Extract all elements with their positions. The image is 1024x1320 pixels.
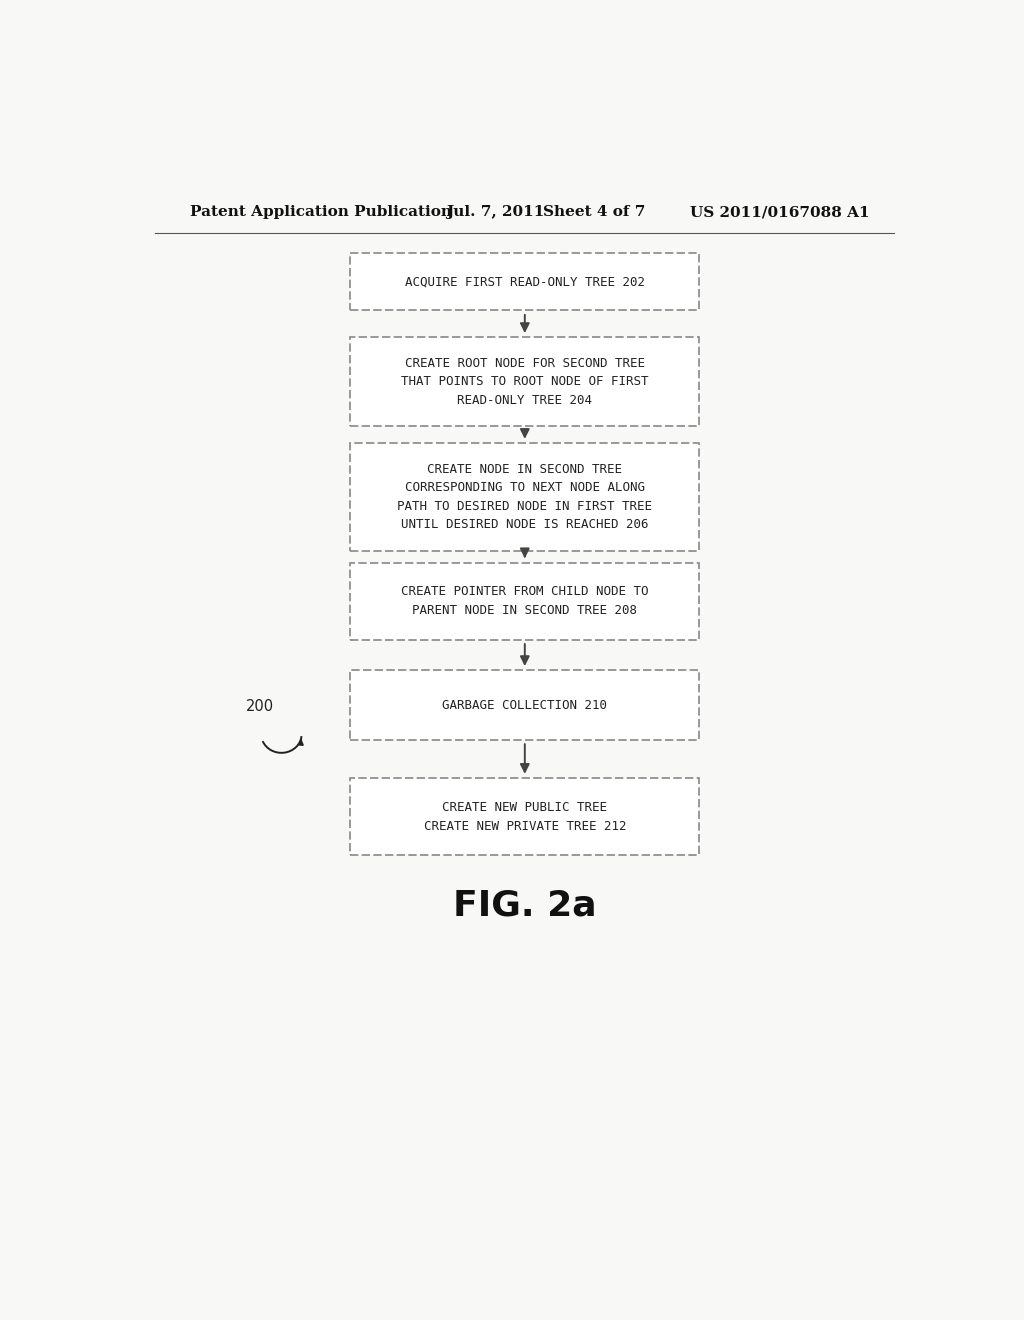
Text: CREATE POINTER FROM CHILD NODE TO
PARENT NODE IN SECOND TREE 208: CREATE POINTER FROM CHILD NODE TO PARENT… [401, 585, 648, 616]
Bar [350, 252, 699, 310]
Bar [350, 338, 699, 426]
Text: US 2011/0167088 A1: US 2011/0167088 A1 [690, 206, 869, 219]
Text: ACQUIRE FIRST READ-ONLY TREE 202: ACQUIRE FIRST READ-ONLY TREE 202 [404, 275, 645, 288]
Text: CREATE ROOT NODE FOR SECOND TREE
THAT POINTS TO ROOT NODE OF FIRST
READ-ONLY TRE: CREATE ROOT NODE FOR SECOND TREE THAT PO… [401, 356, 648, 407]
Text: GARBAGE COLLECTION 210: GARBAGE COLLECTION 210 [442, 698, 607, 711]
Text: Jul. 7, 2011: Jul. 7, 2011 [445, 206, 544, 219]
Text: CREATE NODE IN SECOND TREE
CORRESPONDING TO NEXT NODE ALONG
PATH TO DESIRED NODE: CREATE NODE IN SECOND TREE CORRESPONDING… [397, 463, 652, 532]
Text: CREATE NEW PUBLIC TREE
CREATE NEW PRIVATE TREE 212: CREATE NEW PUBLIC TREE CREATE NEW PRIVAT… [424, 801, 626, 833]
Bar [350, 444, 699, 552]
Text: 200: 200 [246, 700, 273, 714]
Bar [350, 671, 699, 739]
Bar [350, 562, 699, 640]
Text: Patent Application Publication: Patent Application Publication [190, 206, 452, 219]
Text: Sheet 4 of 7: Sheet 4 of 7 [543, 206, 645, 219]
Bar [350, 779, 699, 855]
Text: FIG. 2a: FIG. 2a [453, 888, 597, 923]
